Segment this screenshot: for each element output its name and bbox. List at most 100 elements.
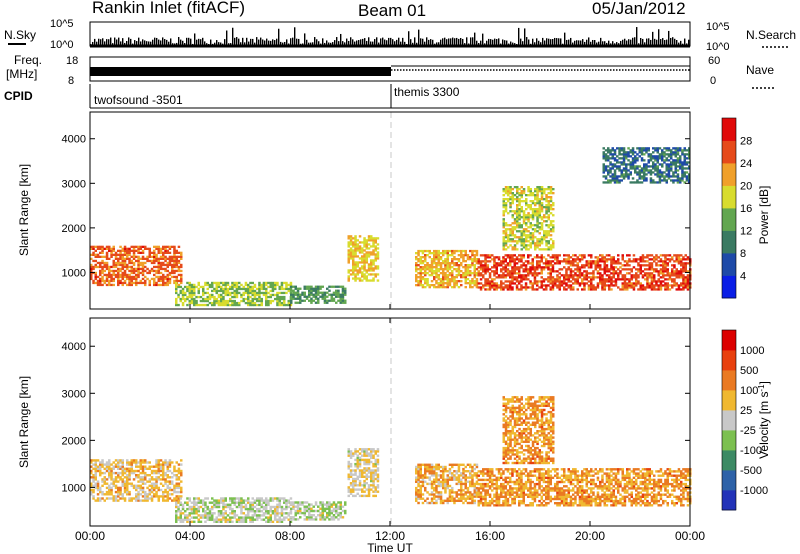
echo-cell: [99, 283, 102, 287]
echo-cell: [545, 266, 548, 269]
nsky-bar: [154, 37, 156, 46]
echo-cell: [446, 280, 449, 283]
echo-cell: [556, 262, 559, 265]
echo-cell: [271, 283, 275, 287]
echo-cell: [90, 273, 93, 277]
echo-cell: [370, 239, 373, 242]
echo-cell: [576, 256, 579, 259]
echo-cell: [204, 297, 207, 301]
echo-cell: [162, 461, 165, 464]
echo-cell: [442, 276, 445, 279]
echo-cell: [130, 245, 133, 248]
echo-cell: [150, 261, 154, 265]
echo-cell: [157, 495, 160, 498]
echo-cell: [153, 465, 156, 468]
echo-cell: [509, 262, 512, 265]
echo-cell: [627, 173, 630, 176]
echo-cell: [130, 249, 133, 252]
nsky-bar: [580, 40, 582, 46]
echo-cell: [290, 285, 293, 288]
echo-cell: [518, 210, 521, 213]
echo-cell: [657, 286, 660, 289]
echo-cell: [352, 269, 355, 272]
echo-cell: [367, 251, 371, 254]
echo-cell: [123, 269, 127, 273]
echo-cell: [110, 249, 113, 252]
echo-cell: [625, 165, 628, 168]
echo-cell: [545, 206, 548, 209]
echo-cell: [283, 497, 286, 500]
echo-cell: [502, 262, 505, 265]
echo-cell: [623, 264, 627, 267]
echo-cell: [509, 190, 512, 193]
echo-cell: [132, 281, 136, 285]
echo-cell: [99, 273, 102, 277]
echo-cell: [206, 507, 209, 511]
echo-cell: [128, 281, 131, 285]
echo-cell: [545, 210, 548, 213]
echo-cell: [224, 497, 227, 500]
echo-cell: [166, 486, 169, 490]
echo-cell: [567, 262, 570, 265]
nsky-bar: [586, 39, 588, 46]
echo-cell: [511, 188, 514, 191]
echo-cell: [622, 151, 626, 154]
echo-cell: [522, 200, 526, 203]
echo-cell: [631, 165, 635, 168]
echo-cell: [173, 486, 176, 490]
echo-cell: [144, 467, 147, 470]
echo-cell: [636, 153, 639, 156]
echo-cell: [184, 299, 187, 303]
echo-cell: [518, 216, 521, 219]
echo-cell: [177, 469, 181, 473]
nsky-bar: [286, 39, 288, 46]
echo-cell: [269, 295, 272, 299]
echo-cell: [179, 512, 182, 515]
echo-cell: [175, 520, 178, 523]
nsky-bar: [386, 40, 388, 46]
echo-cell: [119, 281, 122, 285]
echo-cell: [376, 253, 380, 256]
echo-cell: [278, 297, 281, 301]
echo-cell: [506, 274, 510, 277]
echo-cell: [415, 252, 418, 255]
echo-cell: [365, 279, 368, 282]
echo-cell: [527, 212, 530, 215]
echo-cell: [283, 287, 286, 291]
echo-cell: [466, 270, 470, 273]
echo-cell: [265, 503, 268, 506]
echo-cell: [680, 282, 683, 285]
echo-cell: [137, 469, 140, 473]
echo-cell: [469, 284, 472, 287]
echo-cell: [202, 293, 205, 297]
echo-cell: [581, 258, 584, 261]
echo-cell: [621, 264, 624, 267]
echo-cell: [572, 288, 575, 291]
nsky-bar: [410, 39, 412, 46]
echo-cell: [332, 285, 336, 288]
echo-cell: [448, 249, 452, 253]
echo-cell: [312, 295, 315, 298]
echo-cell: [92, 476, 95, 479]
echo-cell: [215, 283, 218, 287]
echo-cell: [352, 265, 355, 268]
nsky-bar: [454, 38, 456, 46]
echo-cell: [435, 264, 438, 267]
echo-cell: [135, 499, 138, 502]
echo-cell: [108, 471, 111, 475]
echo-cell: [370, 267, 373, 270]
echo-cell: [605, 284, 609, 287]
echo-cell: [175, 297, 178, 301]
echo-cell: [376, 237, 380, 240]
echo-cell: [649, 177, 653, 180]
echo-cell: [527, 278, 530, 281]
echo-cell: [251, 518, 254, 521]
echo-cell: [256, 510, 259, 513]
echo-cell: [208, 507, 212, 511]
nsky-bar: [298, 38, 300, 46]
echo-cell: [646, 274, 649, 277]
echo-cell: [635, 276, 638, 279]
echo-cell: [204, 505, 207, 509]
echo-cell: [581, 264, 584, 267]
echo-cell: [602, 151, 605, 154]
